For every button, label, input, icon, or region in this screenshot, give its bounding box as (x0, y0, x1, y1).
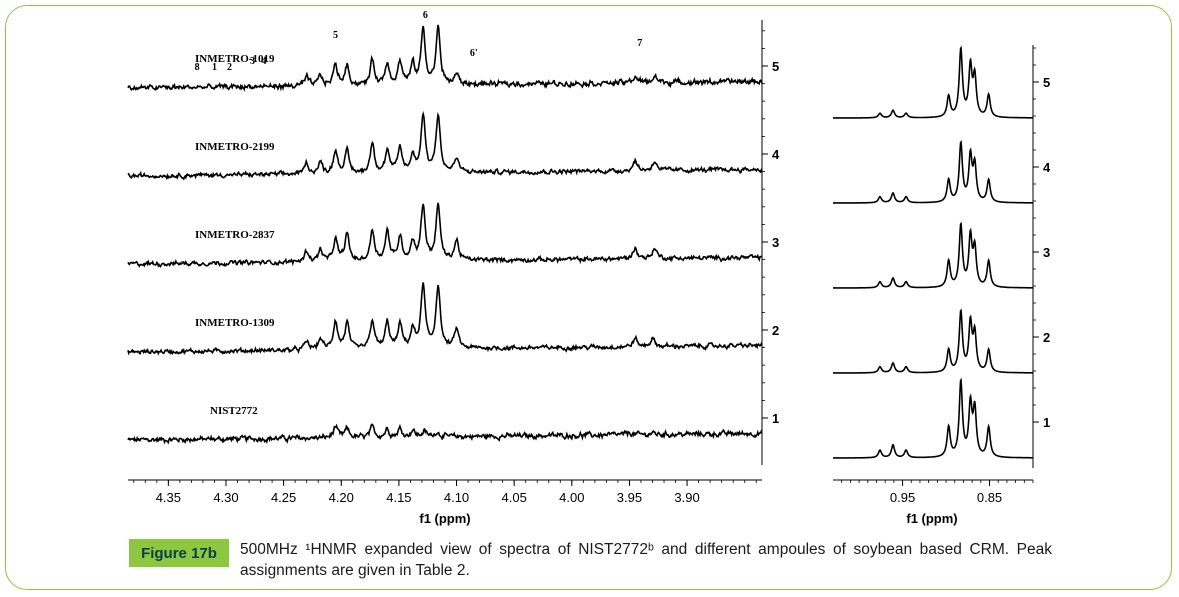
right-trace (833, 308, 1033, 374)
peak-label: 6 (423, 10, 428, 21)
right-x-axis-title: f1 (ppm) (906, 511, 957, 526)
trace-label: INMETRO-1309 (195, 317, 275, 329)
figure-caption: 500MHz ¹HNMR expanded view of spectra of… (240, 541, 1052, 579)
left-x-tick-label: 4.15 (386, 490, 411, 505)
left-x-tick-label: 3.90 (674, 490, 699, 505)
peak-label: 1 (212, 62, 217, 73)
left-x-tick-label: 4.00 (559, 490, 584, 505)
left-x-tick-label: 4.05 (502, 490, 527, 505)
left-x-tick-label: 4.35 (156, 490, 181, 505)
figure-badge: Figure 17b (129, 539, 229, 567)
right-x-tick-label: 0.95 (890, 490, 915, 505)
left-x-tick-label: 4.10 (444, 490, 469, 505)
right-trace (833, 139, 1033, 204)
left-y-tick-label: 2 (772, 323, 779, 338)
right-y-tick-label: 4 (1043, 160, 1051, 175)
left-x-tick-label: 4.20 (329, 490, 354, 505)
left-trace (127, 24, 763, 92)
right-traces (833, 45, 1033, 459)
left-y-tick-label: 5 (772, 59, 779, 74)
left-x-ticks: 4.35 4.30 4.25 4.20 4.15 4.10 4.05 4.00 3.95 3.90 (133, 480, 757, 505)
trace-label: INMETRO-2199 (195, 141, 275, 153)
peak-label: 8 (195, 62, 200, 73)
left-y-tick-label: 3 (772, 235, 779, 250)
peak-label: 5 (333, 30, 338, 41)
right-y-ticks: 1 2 3 4 5 (1033, 47, 1051, 430)
peak-label: 6' (470, 48, 478, 59)
peak-label: 4 (262, 56, 267, 67)
right-trace (833, 377, 1033, 459)
peak-label: 3 (250, 56, 255, 67)
left-x-tick-label: 4.30 (213, 490, 238, 505)
right-panel: 0.95 0.85 1 2 3 4 5 f1 (ppm) (833, 45, 1051, 526)
left-y-ticks: 1 2 3 4 5 (762, 30, 780, 426)
right-y-tick-label: 1 (1043, 415, 1050, 430)
left-y-tick-label: 4 (772, 147, 780, 162)
left-trace (127, 202, 763, 268)
left-panel: 4.35 4.30 4.25 4.20 4.15 4.10 4.05 4.00 3.95 3.90… (127, 10, 780, 526)
figure-frame (5, 5, 1172, 590)
peak-label: 7 (637, 38, 642, 49)
left-y-tick-label: 1 (772, 411, 779, 426)
left-traces (127, 24, 763, 445)
right-y-tick-label: 3 (1043, 245, 1050, 260)
left-trace-labels: NIST2772 INMETRO-1309 INMETRO-2837 INMETRO-… (195, 53, 275, 417)
right-trace (833, 45, 1033, 119)
right-x-ticks: 0.95 0.85 (841, 480, 1034, 505)
left-x-tick-label: 4.25 (271, 490, 296, 505)
right-x-tick-label: 0.85 (977, 490, 1002, 505)
trace-label: NIST2772 (210, 405, 258, 417)
left-trace (127, 110, 763, 181)
left-x-tick-label: 3.95 (617, 490, 642, 505)
trace-label: INMETRO-2837 (195, 229, 275, 241)
right-y-tick-label: 2 (1043, 330, 1050, 345)
left-trace (127, 423, 763, 445)
peak-label: 2 (227, 62, 232, 73)
left-x-axis-title: f1 (ppm) (419, 511, 470, 526)
right-y-tick-label: 5 (1043, 75, 1050, 90)
right-trace (833, 221, 1033, 289)
left-trace (127, 282, 763, 356)
trace-label: INMETRO-1019 (195, 53, 275, 65)
